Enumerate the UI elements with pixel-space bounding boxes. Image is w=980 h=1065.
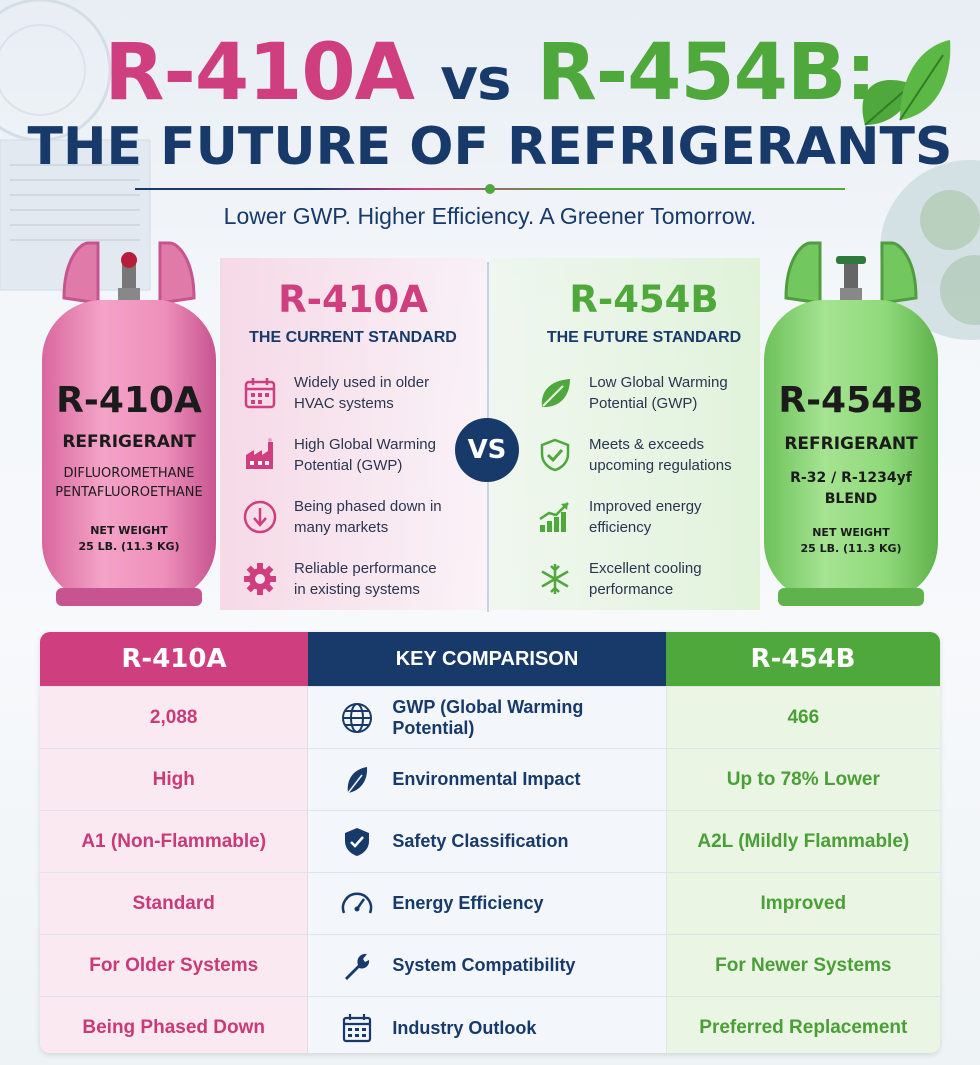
left-feature-4: Reliable performance in existing systems (242, 558, 444, 600)
comparison-label: GWP (Global Warming Potential) (308, 687, 667, 749)
right-feature-4-text: Excellent cooling performance (589, 560, 702, 598)
comparison-label-text: System Compatibility (392, 955, 576, 976)
left-cylinder-composition-1: DIFLUOROMETHANE (63, 466, 195, 481)
r454b-value: Preferred Replacement (666, 997, 940, 1053)
left-feature-4-text: Reliable performance in existing systems (294, 560, 437, 598)
comparison-label: Environmental Impact (308, 749, 667, 811)
gauge-icon (342, 892, 373, 914)
right-cylinder-composition-1: R-32 / R-1234yf (790, 470, 912, 486)
right-feature-4: Excellent cooling performance (537, 558, 739, 600)
main-title: R-410A vs R-454B: (0, 28, 980, 124)
vs-badge: VS (455, 418, 519, 482)
r410a-value: A1 (Non-Flammable) (40, 811, 309, 873)
left-feature-2-text: High Global Warming Potential (GWP) (294, 436, 436, 474)
left-panel-background (220, 258, 486, 610)
leaves-icon (862, 40, 951, 126)
comparison-label: System Compatibility (308, 935, 667, 997)
arrow-down-circle-icon (243, 500, 277, 534)
comparison-label-text: Energy Efficiency (392, 893, 544, 914)
left-panel-title: R-410A (278, 278, 428, 321)
right-feature-1: Low Global Warming Potential (GWP) (537, 372, 739, 414)
right-panel-background (490, 258, 760, 610)
r454b-value: A2L (Mildly Flammable) (666, 811, 940, 873)
subtitle: THE FUTURE OF REFRIGERANTS (27, 117, 953, 177)
r410a-cylinder (42, 241, 216, 606)
r410a-value: For Older Systems (40, 935, 309, 997)
growth-chart-icon (539, 502, 569, 532)
r410a-value: High (40, 749, 309, 811)
r454b-value: Improved (666, 873, 940, 935)
right-feature-3: Improved energy efficiency (537, 496, 739, 538)
right-cylinder-weight: 25 LB. (11.3 KG) (800, 542, 902, 555)
title-right: R-454B: (536, 28, 877, 118)
leaf-icon (541, 379, 570, 408)
snowflake-icon (541, 564, 569, 594)
left-feature-1: Widely used in older HVAC systems (242, 372, 444, 414)
divider-dot (485, 184, 495, 194)
right-feature-1-text: Low Global Warming Potential (GWP) (589, 374, 728, 412)
left-cylinder-type: REFRIGERANT (62, 432, 196, 452)
r410a-value: Being Phased Down (40, 997, 309, 1053)
comparison-label-text: GWP (Global Warming Potential) (392, 696, 584, 738)
r410a-value: 2,088 (40, 687, 309, 749)
right-cylinder-weight-label: NET WEIGHT (812, 526, 890, 539)
comparison-table: R-410A KEY COMPARISON R-454B 2,088 GWP (… (40, 632, 940, 1053)
calendar-icon (343, 1014, 372, 1043)
r454b-cylinder (764, 241, 938, 606)
factory-icon (246, 438, 273, 469)
table-row: A1 (Non-Flammable) Safety Classification… (40, 810, 940, 873)
table-row: 2,088 GWP (Global Warming Potential) 466 (40, 686, 940, 749)
shield-check-icon (540, 438, 570, 472)
r454b-value: 466 (666, 687, 940, 749)
globe-icon (342, 702, 373, 733)
comparison-label: Safety Classification (308, 811, 667, 873)
left-cylinder-name: R-410A (56, 380, 202, 421)
calendar-icon (244, 378, 276, 409)
table-row: High Environmental Impact Up to 78% Lowe… (40, 748, 940, 811)
table-row: Standard Energy Efficiency Improved (40, 872, 940, 935)
left-cylinder-composition-2: PENTAFLUOROETHANE (55, 485, 203, 500)
shield-check-icon (345, 827, 370, 856)
comparison-label-text: Environmental Impact (392, 769, 581, 790)
table-header-right: R-454B (666, 632, 940, 686)
left-cylinder-weight: 25 LB. (11.3 KG) (78, 540, 180, 553)
r410a-value: Standard (40, 873, 309, 935)
right-feature-3-text: Improved energy efficiency (589, 498, 702, 536)
left-feature-3: Being phased down in many markets (242, 496, 444, 538)
right-panel-title: R-454B (569, 278, 719, 321)
table-header-left: R-410A (40, 632, 308, 686)
title-left: R-410A (104, 28, 415, 118)
comparison-label-text: Industry Outlook (392, 1017, 537, 1038)
right-cylinder-type: REFRIGERANT (784, 434, 918, 454)
gear-icon (244, 563, 276, 595)
table-row: For Older Systems System Compatibility F… (40, 934, 940, 997)
leaf-icon (347, 766, 368, 794)
table-row: Being Phased Down Industry Outlook Prefe… (40, 996, 940, 1053)
title-vs: vs (440, 45, 511, 113)
left-panel-subtitle: THE CURRENT STANDARD (249, 329, 457, 346)
table-header-middle: KEY COMPARISON (308, 632, 666, 686)
left-feature-2: High Global Warming Potential (GWP) (242, 434, 444, 476)
right-cylinder-name: R-454B (778, 380, 924, 421)
left-cylinder-weight-label: NET WEIGHT (90, 524, 168, 537)
comparison-label-text: Safety Classification (392, 831, 569, 852)
r454b-value: For Newer Systems (666, 935, 940, 997)
table-header: R-410A KEY COMPARISON R-454B (40, 632, 940, 686)
wrench-icon (345, 953, 370, 980)
right-feature-2-text: Meets & exceeds upcoming regulations (589, 436, 732, 474)
right-panel-subtitle: THE FUTURE STANDARD (546, 329, 742, 346)
right-cylinder-composition-2: BLEND (824, 491, 878, 507)
r454b-value: Up to 78% Lower (666, 749, 940, 811)
tagline: Lower GWP. Higher Efficiency. A Greener … (223, 203, 757, 229)
comparison-label: Industry Outlook (308, 997, 667, 1053)
comparison-label: Energy Efficiency (308, 873, 667, 935)
left-feature-3-text: Being phased down in many markets (294, 498, 442, 536)
right-feature-2: Meets & exceeds upcoming regulations (537, 434, 739, 476)
left-feature-1-text: Widely used in older HVAC systems (294, 374, 430, 412)
